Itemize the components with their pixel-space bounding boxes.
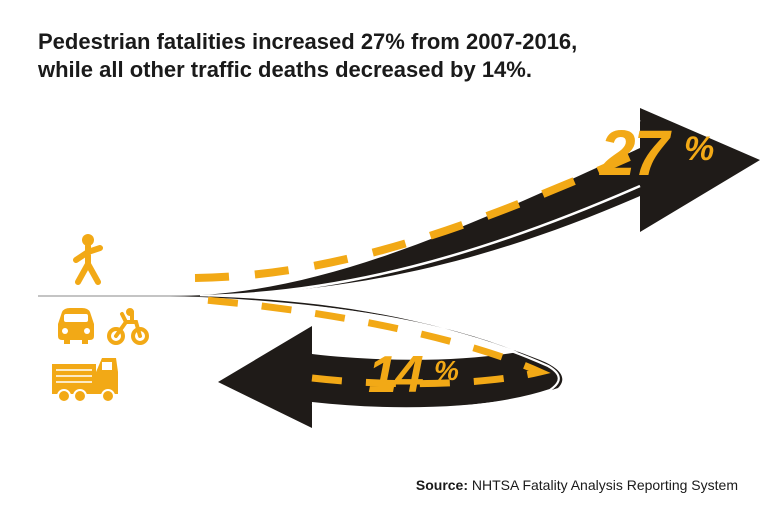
source-label: Source: xyxy=(416,477,468,493)
motorcycle-icon xyxy=(109,308,147,343)
truck-icon xyxy=(52,358,118,402)
lower-percent: % xyxy=(434,355,459,386)
upper-percent: % xyxy=(684,130,714,168)
lower-value: 14 xyxy=(368,346,424,404)
source-value: NHTSA Fatality Analysis Reporting System xyxy=(468,477,738,493)
upper-value: 27 xyxy=(599,117,673,189)
car-icon xyxy=(58,308,94,344)
lower-road-arrow xyxy=(170,296,562,428)
source-line: Source: NHTSA Fatality Analysis Reportin… xyxy=(416,477,738,493)
pedestrian-icon xyxy=(76,234,100,282)
infographic-stage: 27 % 14 % xyxy=(0,0,770,513)
upper-road-body xyxy=(170,108,760,296)
upper-road-arrow xyxy=(170,108,760,296)
